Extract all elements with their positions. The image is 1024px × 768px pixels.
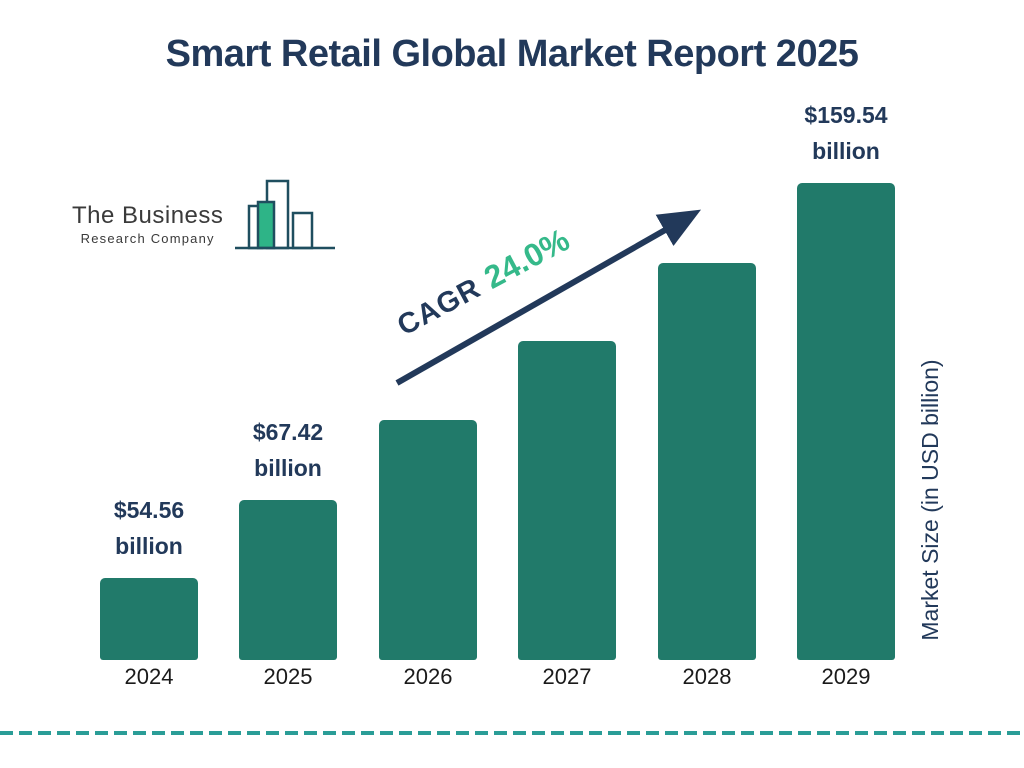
logo-text: The Business Research Company — [72, 202, 223, 246]
cagr-annotation: CAGR24.0% — [390, 198, 619, 343]
value-unit: billion — [115, 533, 183, 559]
value-amount: $67.42 — [252, 419, 324, 445]
bar-2025 — [239, 500, 337, 660]
x-axis-tick-label: 2026 — [403, 664, 453, 689]
y-axis-label: Market Size (in USD billion) — [917, 359, 943, 641]
value-unit: billion — [812, 138, 880, 164]
value-unit: billion — [254, 455, 322, 481]
logo-bar-chart-icon — [235, 179, 336, 250]
x-axis-tick-label: 2029 — [821, 664, 871, 689]
x-axis-tick-label: 2028 — [682, 664, 732, 689]
cagr-label: CAGR — [392, 272, 487, 343]
logo-name: The Business — [72, 202, 224, 229]
bar-2028 — [658, 263, 756, 660]
company-logo: The Business Research Company — [72, 176, 337, 252]
bar-value-label-2029: $159.54 billion — [767, 97, 925, 169]
bar-value-label-2024: $54.56 billion — [70, 492, 228, 564]
x-axis-tick-label: 2027 — [542, 664, 592, 689]
cagr-value: 24.0% — [478, 221, 576, 296]
x-axis-tick-label: 2024 — [124, 664, 174, 689]
x-axis-tick-label: 2025 — [263, 664, 313, 689]
bar-value-label-2025: $67.42 billion — [209, 414, 367, 486]
bar-2024 — [100, 578, 198, 660]
logo-subname: Research Company — [80, 231, 215, 246]
bar-2026 — [379, 420, 477, 660]
bar-2029 — [797, 183, 895, 660]
value-amount: $54.56 — [113, 497, 185, 523]
page-title: Smart Retail Global Market Report 2025 — [165, 33, 859, 75]
value-amount: $159.54 — [804, 102, 888, 128]
bar-2027 — [518, 341, 616, 660]
